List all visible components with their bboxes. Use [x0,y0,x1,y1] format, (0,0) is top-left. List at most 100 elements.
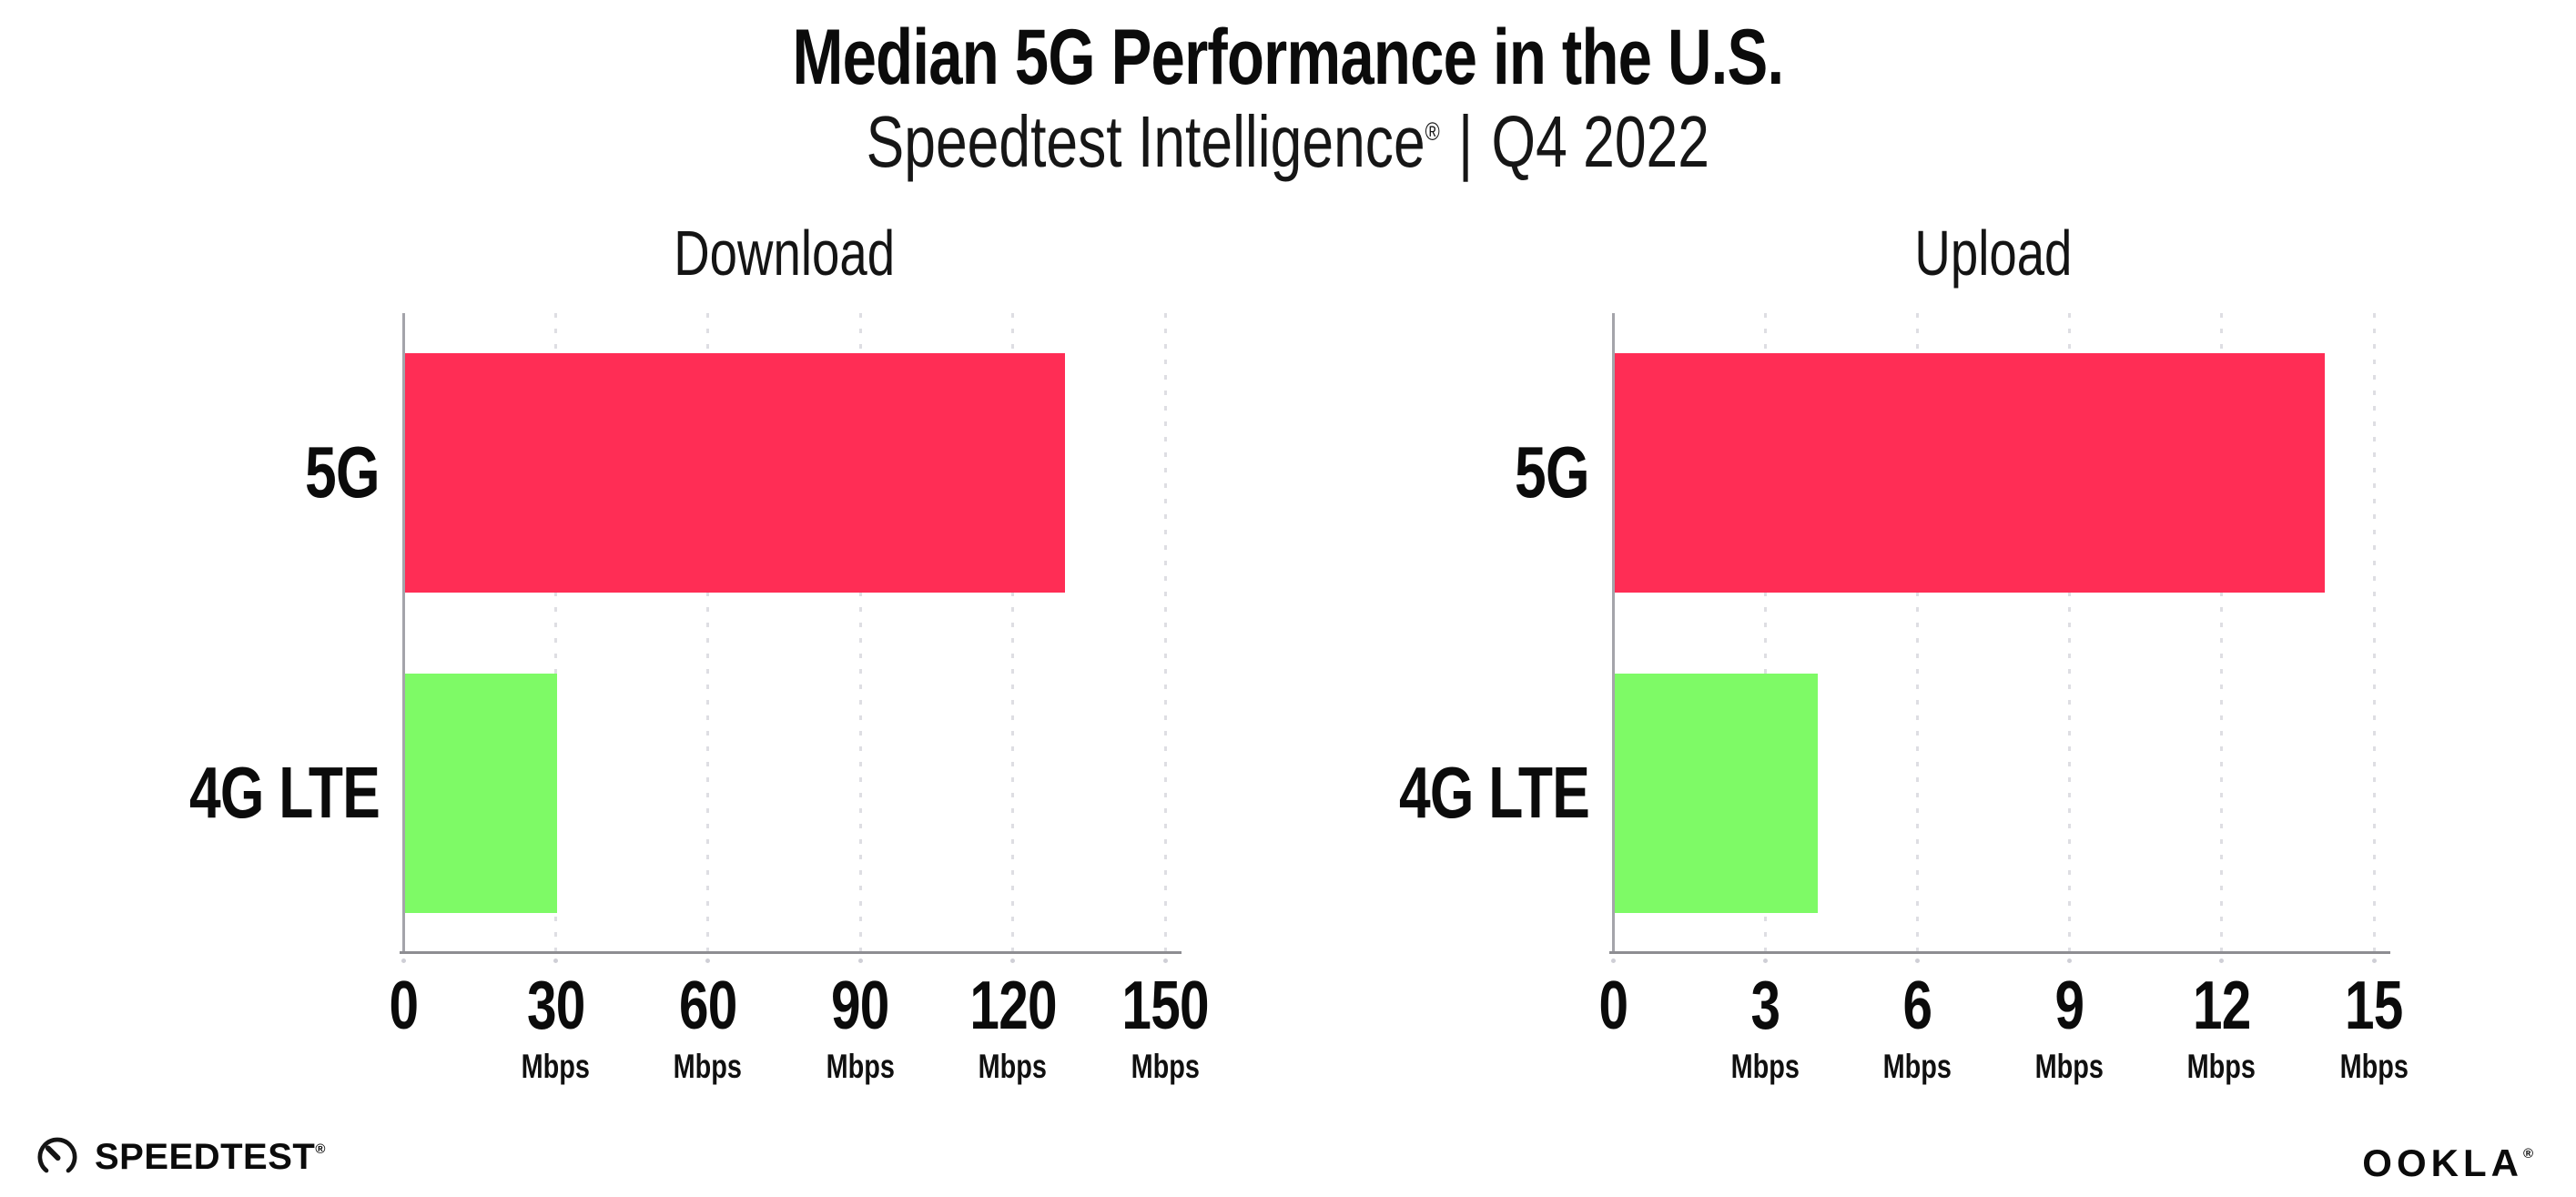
x-tick-number: 150 [1065,967,1265,1043]
gridline-120 [1011,313,1015,952]
gridline-30 [553,313,557,952]
x-tick-unit-text: Mbps [2187,1048,2257,1085]
x-tick-label-6: 6 Mbps [1817,967,2017,1087]
x-tick-number-text: 90 [831,967,889,1043]
x-tick-number: 15 [2274,967,2474,1043]
x-axis-tick-mark [705,959,711,963]
bar-4g-lte-upload [1615,673,1818,913]
x-tick-unit: Mbps [1065,1047,1265,1087]
x-tick-unit-text: Mbps [1131,1048,1200,1085]
speedtest-registered-mark: ® [315,1141,326,1157]
x-tick-number: 0 [303,967,503,1043]
x-tick-number: 30 [455,967,655,1043]
ookla-registered-mark: ® [2522,1146,2538,1161]
x-tick-label-0: 0 [303,967,503,1043]
gridline-3 [1763,313,1767,952]
x-tick-number: 12 [2122,967,2322,1043]
speedtest-logo: SPEEDTEST® [33,1132,326,1182]
download-chart-title: Download [403,217,1165,289]
y-axis-spine [402,313,405,952]
x-tick-number-text: 150 [1121,967,1209,1043]
x-tick-unit: Mbps [913,1047,1113,1087]
download-plot-area [400,313,1182,963]
x-tick-unit: Mbps [1970,1047,2170,1087]
x-tick-unit: Mbps [608,1047,808,1087]
bar-5g-upload [1615,352,2326,593]
gridline-6 [1915,313,1919,952]
bar-5g-download [405,352,1066,593]
x-tick-label-30: 30 Mbps [455,967,655,1087]
category-label-4g-lte: 4G LTE [1298,742,1590,844]
x-axis-tick-mark [1762,959,1768,963]
x-tick-label-150: 150 Mbps [1065,967,1265,1087]
x-tick-label-3: 3 Mbps [1665,967,1865,1087]
x-tick-number: 6 [1817,967,2017,1043]
subtitle-text: Speedtest Intelligence® | Q4 2022 [867,100,1709,184]
upload-chart-title-text: Upload [1914,218,2073,289]
x-tick-number: 0 [1513,967,1713,1043]
x-axis-tick-mark [553,959,558,963]
x-tick-unit: Mbps [1665,1047,1865,1087]
y-axis-spine [1612,313,1615,952]
gridline-9 [2068,313,2072,952]
gridline-12 [2220,313,2224,952]
category-label-text: 4G LTE [1398,752,1590,833]
x-tick-number: 120 [913,967,1113,1043]
upload-plot-area [1609,313,2390,963]
x-axis-tick-mark [2219,959,2225,963]
x-tick-label-0: 0 [1513,967,1713,1043]
x-axis-spine [1609,951,2390,954]
x-tick-unit: Mbps [2274,1047,2474,1087]
x-tick-unit: Mbps [1817,1047,2017,1087]
speedtest-label: SPEEDTEST [95,1136,316,1177]
x-tick-unit: Mbps [2122,1047,2322,1087]
category-label-text: 5G [305,431,380,512]
page-title: Median 5G Performance in the U.S. [0,13,2576,103]
x-tick-unit-text: Mbps [674,1048,743,1085]
gridline-90 [858,313,862,952]
x-tick-number: 60 [608,967,808,1043]
x-tick-unit-text: Mbps [521,1048,591,1085]
page-subtitle: Speedtest Intelligence® | Q4 2022 [0,100,2576,184]
x-tick-label-9: 9 Mbps [1970,967,2170,1087]
gridline-15 [2372,313,2376,952]
subtitle-brand: Speedtest Intelligence [866,101,1425,182]
x-tick-number-text: 15 [2345,967,2403,1043]
x-tick-label-15: 15 Mbps [2274,967,2474,1087]
x-tick-label-12: 12 Mbps [2122,967,2322,1087]
x-tick-unit-text: Mbps [1882,1048,1952,1085]
x-tick-number: 90 [760,967,960,1043]
x-tick-unit: Mbps [760,1047,960,1087]
x-tick-number: 3 [1665,967,1865,1043]
x-axis-tick-mark [857,959,863,963]
x-tick-unit-text: Mbps [978,1048,1048,1085]
x-tick-unit-text: Mbps [1730,1048,1800,1085]
x-tick-number-text: 120 [969,967,1057,1043]
x-axis-tick-mark [2371,959,2377,963]
x-tick-unit-text: Mbps [2034,1048,2104,1085]
x-axis-tick-mark [401,959,406,963]
x-tick-number-text: 0 [389,967,419,1043]
bar-4g-lte-download [405,673,558,913]
x-axis-spine [400,951,1182,954]
category-label-text: 5G [1515,431,1589,512]
x-tick-number-text: 9 [2054,967,2085,1043]
registered-mark: ® [1425,117,1440,146]
x-axis-tick-mark [1610,959,1616,963]
speedtest-wordmark: SPEEDTEST® [95,1137,326,1178]
x-tick-number-text: 0 [1598,967,1628,1043]
speedtest-gauge-icon [37,1137,77,1173]
ookla-logo: OOKLA® [2362,1141,2538,1185]
x-tick-number-text: 3 [1750,967,1780,1043]
subtitle-separator: | [1458,101,1474,182]
subtitle-period: Q4 2022 [1491,101,1710,182]
ookla-label: OOKLA [2362,1141,2523,1184]
x-tick-number-text: 30 [526,967,585,1043]
x-tick-label-90: 90 Mbps [760,967,960,1087]
category-label-text: 4G LTE [188,752,380,833]
category-label-5g: 5G [88,421,380,523]
x-axis-tick-mark [1914,959,1920,963]
x-tick-number-text: 12 [2193,967,2251,1043]
x-tick-unit: Mbps [455,1047,655,1087]
